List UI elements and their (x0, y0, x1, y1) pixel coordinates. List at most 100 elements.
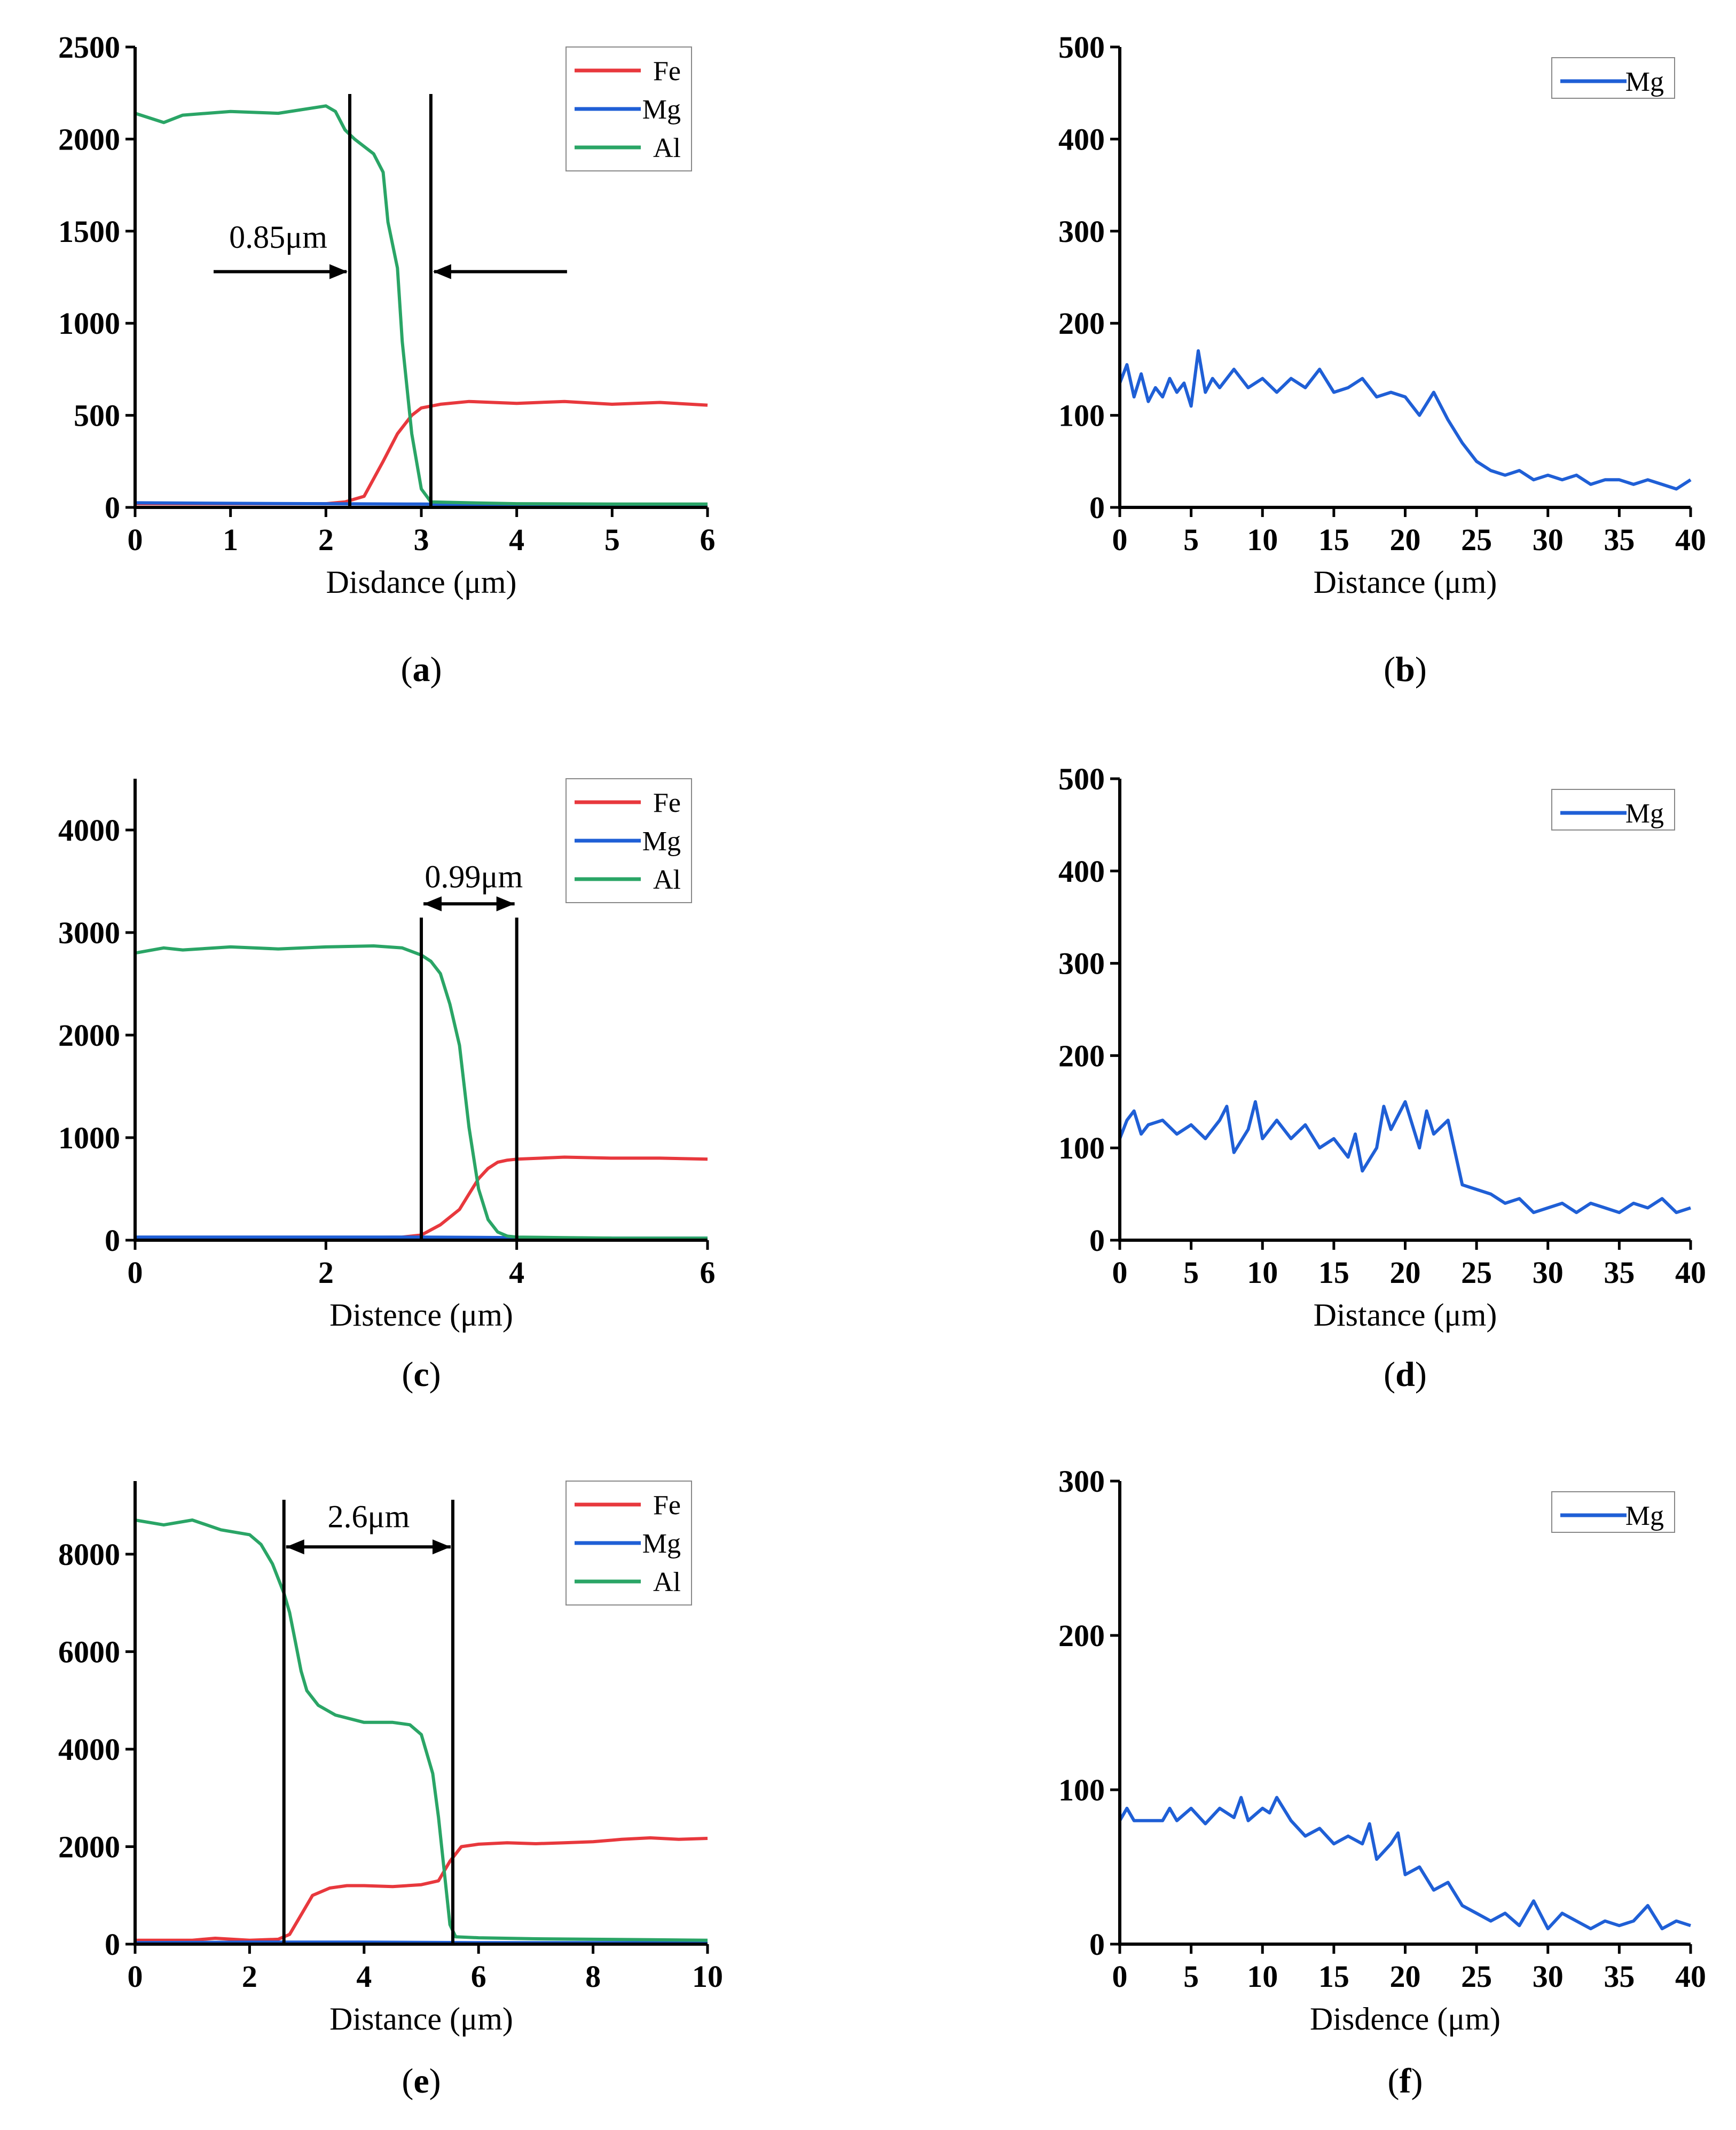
x-tick-label: 0 (128, 1255, 143, 1290)
x-tick-label: 6 (700, 522, 716, 557)
x-tick-label: 35 (1604, 522, 1635, 557)
y-tick-label: 200 (1058, 1618, 1105, 1653)
x-tick-label: 0 (1112, 1959, 1128, 1994)
y-tick-label: 8000 (58, 1537, 120, 1572)
chart-panel-f: 0 5 10 15 20 25 30 35 40 0 100 200 300 Disdence (μm) (… (1058, 1464, 1706, 2101)
x-tick-label: 2 (318, 522, 334, 557)
x-tick-label: 4 (356, 1959, 372, 1994)
legend-label-mg: Mg (1625, 1501, 1664, 1531)
panel-caption-letter: a (413, 650, 430, 689)
legend-label-fe: Fe (653, 1490, 681, 1521)
x-axis-title: Distance (μm) (329, 2001, 513, 2037)
x-tick-label: 5 (1183, 1959, 1199, 1994)
legend-box (1551, 57, 1675, 99)
x-axis-title: Disdance (μm) (326, 565, 516, 600)
chart-panel-b: 0 5 10 15 20 25 30 35 400100200300400500Distance… (1058, 30, 1706, 689)
legend-label-al: Al (653, 1567, 681, 1598)
x-tick-label: 1 (223, 522, 238, 557)
series-line-mg (1118, 1100, 1691, 1215)
x-tick-label: 20 (1390, 522, 1421, 557)
legend-label-al: Al (653, 865, 681, 895)
panel-caption: (c) (402, 1355, 441, 1394)
interface-width-label: 2.6μm (327, 1499, 410, 1534)
panel-caption-letter: f (1400, 2062, 1412, 2101)
panel-caption-letter: b (1395, 650, 1415, 689)
legend-label-mg: Mg (642, 826, 681, 857)
x-tick-label: 8 (585, 1959, 601, 1994)
x-axis-title: Disdence (μm) (1310, 2001, 1501, 2037)
y-tick-label: 300 (1058, 1464, 1105, 1499)
x-tick-label: 30 (1533, 1255, 1564, 1290)
y-tick-label: 0 (105, 1927, 120, 1962)
x-tick-label: 35 (1604, 1255, 1635, 1290)
y-tick-label: 0 (1089, 490, 1105, 525)
y-tick-label: 500 (1058, 30, 1105, 65)
legend: Fe Mg Al (565, 1481, 692, 1606)
legend-box (1551, 789, 1675, 831)
x-tick-label: 40 (1675, 1959, 1706, 1994)
x-tick-label: 4 (509, 522, 524, 557)
y-tick-label: 400 (1058, 854, 1105, 889)
legend: Mg (1551, 789, 1675, 831)
y-tick-label: 300 (1058, 946, 1105, 981)
x-tick-label: 10 (1247, 522, 1278, 557)
x-tick-label: 4 (509, 1255, 524, 1290)
y-tick-label: 500 (1058, 762, 1105, 796)
x-tick-label: 15 (1318, 522, 1349, 557)
y-tick-label: 100 (1058, 1131, 1105, 1165)
y-tick-label: 3000 (58, 915, 120, 950)
series-line-fe (135, 1836, 708, 1942)
y-tick-label: 2500 (58, 30, 120, 65)
arrowhead-icon (496, 896, 515, 912)
y-tick-label: 0 (1089, 1927, 1105, 1962)
x-tick-label: 10 (1247, 1255, 1278, 1290)
x-tick-label: 25 (1461, 522, 1492, 557)
x-tick-label: 2 (242, 1959, 257, 1994)
x-tick-label: 25 (1461, 1255, 1492, 1290)
chart-panel-e: 0 2 4 6 8 10 0 2000 4000 6000 8000 Distance (μm) (e)… (58, 1481, 723, 2101)
panel-caption: (a) (401, 650, 442, 689)
x-tick-label: 40 (1675, 1255, 1706, 1290)
legend-label-mg: Mg (1625, 798, 1664, 829)
x-tick-label: 5 (1183, 522, 1199, 557)
arrowhead-icon (432, 1539, 451, 1555)
y-tick-label: 6000 (58, 1634, 120, 1669)
interface-annotation: 0.85μm (214, 94, 567, 507)
y-tick-label: 4000 (58, 1732, 120, 1767)
panel-caption: (d) (1384, 1355, 1427, 1394)
x-tick-label: 10 (692, 1959, 723, 1994)
y-tick-label: 300 (1058, 214, 1105, 249)
y-tick-label: 0 (105, 1223, 120, 1258)
x-tick-label: 15 (1318, 1255, 1349, 1290)
series-line-al (135, 104, 708, 506)
x-tick-label: 25 (1461, 1959, 1492, 1994)
panel-caption: (f) (1388, 2062, 1423, 2101)
legend-box (1551, 1491, 1675, 1533)
legend: Mg (1551, 57, 1675, 99)
legend-label-mg: Mg (642, 1529, 681, 1559)
panel-caption: (e) (402, 2062, 441, 2101)
interface-annotation: 0.99μm (420, 859, 523, 1240)
y-tick-label: 0 (105, 490, 120, 525)
y-tick-label: 1000 (58, 306, 120, 341)
panel-caption-letter: d (1395, 1355, 1415, 1394)
y-tick-label: 200 (1058, 306, 1105, 341)
x-tick-label: 0 (128, 522, 143, 557)
x-tick-label: 30 (1533, 522, 1564, 557)
x-tick-label: 0 (1112, 1255, 1128, 1290)
x-tick-label: 0 (1112, 522, 1128, 557)
chart-panel-a: 0 1 2 3 4 5 6 0 500 1000 1500 2000 2500 Disdance (μm)… (58, 30, 716, 689)
series-line-al (135, 944, 708, 1240)
interface-annotation: 2.6μm (282, 1499, 454, 1944)
y-tick-label: 200 (1058, 1038, 1105, 1073)
legend-label-mg: Mg (642, 95, 681, 125)
legend-label-fe: Fe (653, 788, 681, 818)
y-tick-label: 400 (1058, 122, 1105, 156)
arrowhead-icon (423, 896, 442, 912)
x-tick-label: 6 (700, 1255, 716, 1290)
y-tick-label: 1500 (58, 214, 120, 249)
y-tick-label: 1000 (58, 1121, 120, 1155)
interface-width-label: 0.85μm (229, 220, 327, 255)
x-tick-label: 10 (1247, 1959, 1278, 1994)
